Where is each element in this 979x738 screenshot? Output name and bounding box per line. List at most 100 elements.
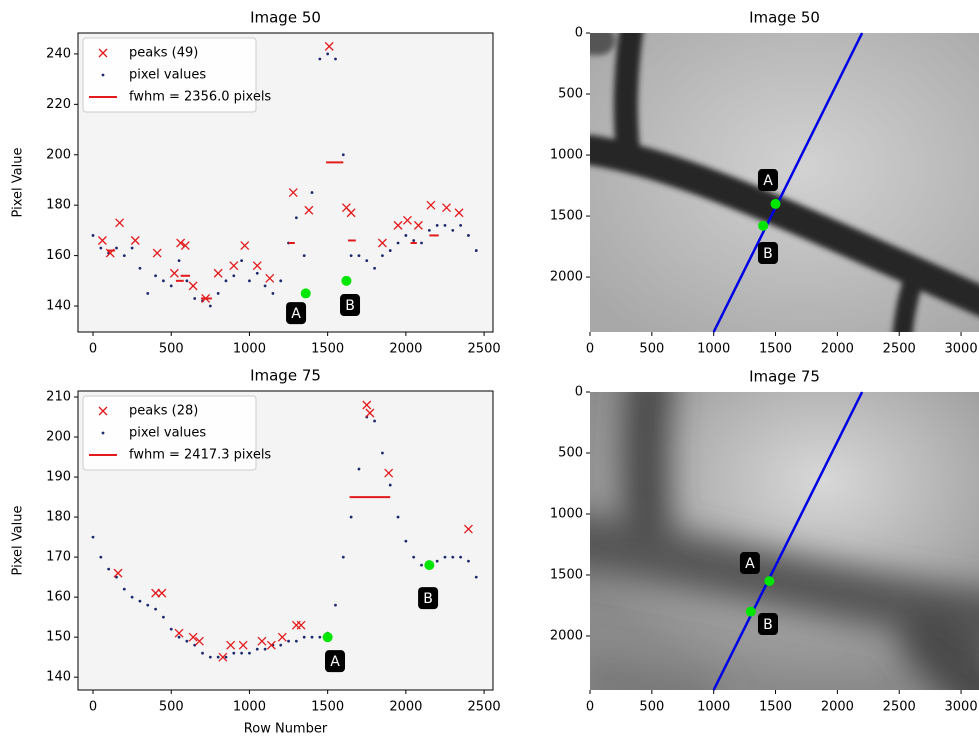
pixel-point (427, 229, 431, 232)
y-tick-label: 210 (46, 390, 71, 405)
y-tick-label: 240 (46, 46, 71, 61)
pixel-point (326, 52, 330, 56)
annotation: B (423, 591, 433, 607)
annotation: A (745, 556, 755, 572)
pixel-point (310, 635, 314, 639)
pixel-point (255, 271, 259, 275)
pixel-point (177, 259, 181, 263)
panel-title: Image 75 (250, 367, 321, 385)
pixel-point (122, 254, 126, 258)
point-marker (322, 632, 333, 643)
pixel-point (310, 191, 314, 194)
pixel-point (208, 655, 212, 659)
plot-frame (77, 390, 494, 691)
point-marker (758, 220, 769, 231)
pixel-point (185, 279, 189, 283)
pixel-point (381, 451, 384, 455)
pixel-point (302, 254, 306, 258)
peak-marker (266, 640, 276, 650)
annotation-box (739, 552, 760, 575)
pixel-point (459, 223, 463, 227)
pixel-point (216, 655, 220, 659)
pixel-point (373, 419, 376, 423)
pixel-point (224, 655, 228, 659)
pixel-point (412, 239, 416, 242)
pixel-point (474, 249, 478, 252)
peak-marker (115, 218, 125, 228)
pixel-point (396, 241, 400, 245)
pixel-point (388, 249, 392, 252)
peak-marker (157, 588, 167, 598)
photo (590, 392, 979, 690)
y-tick-label: 150 (46, 630, 71, 645)
x-tick-label: 1500 (311, 700, 344, 715)
point-marker (745, 606, 756, 617)
y-tick-label: 190 (46, 470, 71, 485)
x-tick-label: 2000 (389, 700, 422, 715)
pixel-point (373, 266, 376, 270)
pixel-point (271, 292, 275, 295)
y-tick-label: 160 (46, 248, 71, 263)
pixel-point (294, 216, 298, 220)
point-marker (341, 275, 352, 286)
annotation-box (340, 294, 361, 317)
peak-marker (377, 238, 387, 248)
y-tick-label: 500 (558, 445, 583, 460)
pixel-point (420, 563, 423, 567)
x-tick-label: 0 (89, 700, 97, 715)
peak-marker (257, 636, 267, 646)
annotation: B (763, 246, 773, 262)
pixel-point (154, 607, 157, 611)
x-axis-label: Row Number (244, 722, 328, 737)
y-axis-label: Pixel Value (11, 506, 26, 576)
pixel-point (294, 639, 298, 643)
peak-marker (265, 273, 275, 283)
pixel-point (263, 284, 267, 288)
legend-symbol (101, 73, 105, 77)
y-tick-label: 220 (46, 97, 71, 112)
x-tick-label: 3000 (945, 342, 978, 357)
pixel-point (459, 555, 463, 559)
pixel-point (193, 297, 197, 300)
peak-marker (176, 238, 186, 248)
peak-marker (277, 632, 287, 642)
pixel-point (232, 651, 236, 655)
pixel-point (255, 647, 259, 651)
y-tick-label: 140 (46, 670, 71, 685)
legend-label: peaks (28) (129, 404, 198, 419)
peak-marker (240, 241, 250, 250)
x-tick-label: 1500 (759, 342, 792, 357)
annotation-box (757, 613, 778, 636)
point-marker (424, 560, 435, 571)
pixel-point (162, 615, 165, 619)
peak-marker (213, 268, 223, 278)
annotation: A (330, 654, 340, 670)
y-tick-label: 2000 (550, 270, 583, 285)
pixel-point (467, 234, 470, 237)
pixel-point (201, 651, 204, 655)
pixel-point (138, 266, 142, 270)
pixel-point (91, 535, 95, 539)
pixel-point (412, 555, 416, 559)
pixel-point (334, 603, 337, 607)
pixel-point (232, 274, 236, 278)
pixel-point (154, 274, 157, 278)
peak-marker (362, 400, 372, 410)
peak-marker (304, 205, 314, 215)
peak-marker (402, 215, 412, 225)
x-tick-label: 2000 (821, 700, 854, 715)
pixel-point (107, 567, 111, 571)
x-tick-label: 2500 (883, 342, 916, 357)
peak-marker (442, 203, 452, 213)
pixel-point (169, 627, 173, 631)
y-tick-label: 1500 (550, 567, 583, 582)
peak-marker (238, 640, 248, 650)
x-tick-label: 3000 (945, 700, 978, 715)
peak-marker (130, 236, 140, 245)
pixel-point (381, 254, 384, 258)
pixel-point (404, 234, 408, 237)
pixel-point (341, 153, 345, 157)
peak-marker (384, 468, 394, 478)
peak-marker (296, 620, 306, 630)
